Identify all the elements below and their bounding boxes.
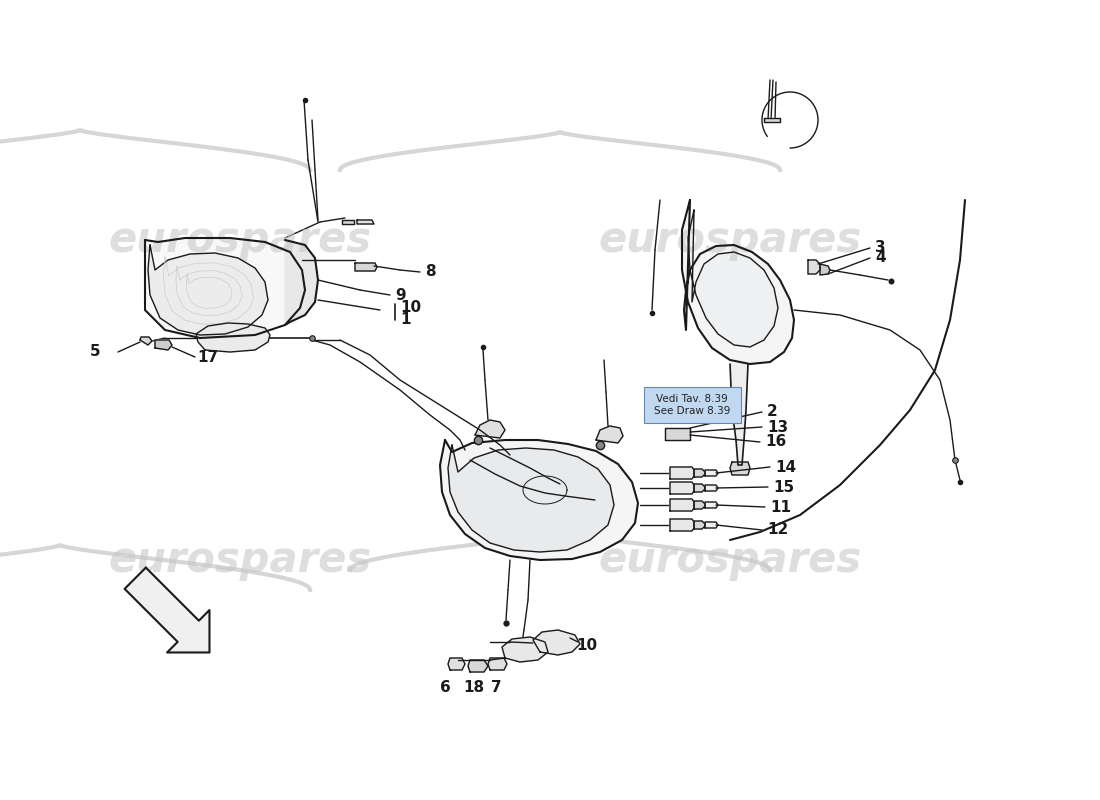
- Polygon shape: [705, 502, 718, 508]
- Text: 3: 3: [874, 241, 886, 255]
- Polygon shape: [596, 426, 623, 443]
- Text: 10: 10: [400, 299, 421, 314]
- FancyBboxPatch shape: [644, 387, 741, 423]
- Polygon shape: [808, 260, 820, 274]
- Polygon shape: [670, 482, 694, 494]
- Polygon shape: [502, 637, 548, 662]
- Text: 4: 4: [874, 250, 886, 266]
- Polygon shape: [694, 521, 705, 529]
- Polygon shape: [694, 469, 705, 477]
- Polygon shape: [285, 240, 318, 325]
- Polygon shape: [730, 364, 748, 465]
- Polygon shape: [764, 118, 780, 122]
- Polygon shape: [155, 340, 172, 350]
- Text: Vedi Tav. 8.39
See Draw 8.39: Vedi Tav. 8.39 See Draw 8.39: [653, 394, 730, 416]
- Text: 13: 13: [767, 419, 788, 434]
- Polygon shape: [682, 200, 794, 364]
- Polygon shape: [440, 440, 638, 560]
- Polygon shape: [694, 484, 705, 492]
- Polygon shape: [705, 485, 718, 491]
- Polygon shape: [705, 470, 718, 476]
- Text: 2: 2: [767, 405, 778, 419]
- Polygon shape: [148, 245, 268, 335]
- Text: 12: 12: [767, 522, 789, 538]
- Text: 5: 5: [90, 345, 100, 359]
- Polygon shape: [448, 658, 465, 670]
- Text: eurospares: eurospares: [598, 219, 861, 261]
- Text: eurospares: eurospares: [109, 219, 372, 261]
- Text: 6: 6: [440, 681, 450, 695]
- Polygon shape: [688, 210, 778, 347]
- Polygon shape: [670, 467, 694, 479]
- Polygon shape: [124, 568, 209, 653]
- Text: 9: 9: [395, 287, 406, 302]
- Text: 10: 10: [576, 638, 597, 653]
- Text: eurospares: eurospares: [109, 539, 372, 581]
- Polygon shape: [468, 660, 488, 672]
- Polygon shape: [666, 428, 690, 440]
- Text: 15: 15: [773, 479, 794, 494]
- Text: eurospares: eurospares: [598, 539, 861, 581]
- Text: 14: 14: [776, 459, 796, 474]
- Polygon shape: [140, 337, 152, 345]
- Polygon shape: [820, 264, 830, 275]
- Text: 18: 18: [463, 681, 485, 695]
- Text: 1: 1: [400, 313, 410, 327]
- Polygon shape: [730, 462, 750, 475]
- Polygon shape: [705, 522, 718, 528]
- Polygon shape: [196, 323, 270, 352]
- Polygon shape: [342, 220, 354, 224]
- Polygon shape: [694, 501, 705, 509]
- Polygon shape: [488, 658, 507, 670]
- Polygon shape: [670, 519, 694, 531]
- Text: 16: 16: [764, 434, 786, 450]
- Text: 11: 11: [770, 499, 791, 514]
- Text: 17: 17: [197, 350, 218, 365]
- Polygon shape: [358, 220, 374, 224]
- Text: 8: 8: [425, 265, 436, 279]
- Polygon shape: [448, 445, 614, 552]
- Polygon shape: [145, 238, 305, 338]
- Polygon shape: [355, 263, 377, 271]
- Polygon shape: [670, 499, 694, 511]
- Polygon shape: [534, 630, 580, 655]
- Polygon shape: [475, 420, 505, 438]
- Text: 7: 7: [491, 681, 502, 695]
